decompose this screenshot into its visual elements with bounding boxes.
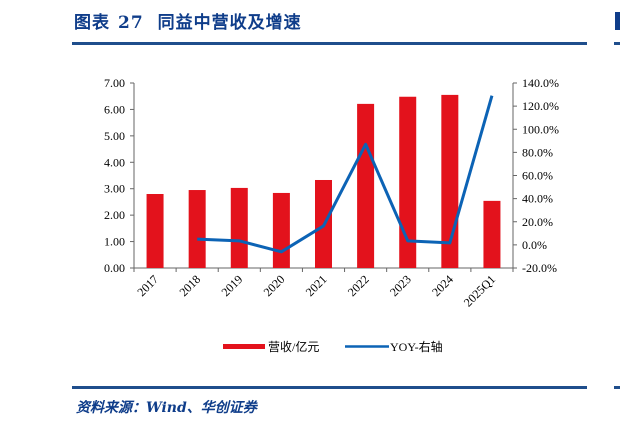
revenue-bar [188, 190, 206, 268]
adjacent-figure-fragment [615, 12, 620, 30]
combo-chart: 0.00 1.00 2.00 3.00 4.00 5.00 6.00 7.00 -20.0% 0.… [104, 76, 559, 354]
x-tick-label: 2018 [176, 272, 203, 299]
x-tick-label: 2020 [261, 272, 288, 299]
right-tick-label: 0.0% [522, 238, 547, 252]
right-tick-label: 100.0% [522, 122, 559, 136]
x-tick-label: 2017 [134, 272, 161, 299]
right-tick-label: 140.0% [522, 76, 559, 90]
x-tick-label: 2019 [219, 272, 246, 299]
revenue-bar [146, 194, 164, 268]
left-tick-label: 5.00 [104, 129, 125, 143]
title-rule [72, 42, 587, 45]
revenue-bar [399, 96, 417, 268]
figure-number: 27 [118, 13, 144, 33]
revenue-bar [483, 200, 501, 268]
x-tick-label: 2023 [387, 272, 414, 299]
x-tick-label: 2024 [429, 272, 456, 299]
adjacent-title-rule [614, 42, 620, 45]
revenue-bar [230, 187, 248, 268]
right-tick-label: 80.0% [522, 145, 553, 159]
right-tick-label: 40.0% [522, 192, 553, 206]
legend-label-revenue: 营收/亿元 [268, 339, 319, 354]
left-tick-label: 3.00 [104, 182, 125, 196]
adjacent-source-rule [614, 386, 620, 389]
right-tick-label: 60.0% [522, 169, 553, 183]
yoy-line [197, 95, 494, 254]
revenue-bar [272, 192, 290, 268]
revenue-bar [357, 103, 375, 268]
right-tick-label: -20.0% [522, 261, 557, 275]
left-tick-label: 1.00 [104, 235, 125, 249]
left-tick-label: 6.00 [104, 102, 125, 116]
figure-label: 图表 [74, 13, 110, 33]
source-note: 资料来源：Wind、华创证券 [76, 400, 257, 416]
figure-title: 图表 27 同益中营收及增速 [74, 8, 302, 36]
left-tick-label: 7.00 [104, 76, 125, 90]
x-tick-label: 2021 [303, 272, 330, 299]
chart-panel: 0.00 1.00 2.00 3.00 4.00 5.00 6.00 7.00 -20.0% 0.… [84, 58, 583, 372]
legend-label-yoy: YOY-右轴 [390, 339, 443, 354]
source-rule [72, 386, 587, 389]
right-tick-label: 20.0% [522, 215, 553, 229]
x-tick-label: 2022 [345, 272, 372, 299]
left-tick-label: 2.00 [104, 208, 125, 222]
figure-title-text: 同益中营收及增速 [157, 13, 302, 33]
legend-bar-swatch [223, 344, 265, 349]
left-tick-label: 0.00 [104, 261, 125, 275]
right-tick-label: 120.0% [522, 99, 559, 113]
left-tick-label: 4.00 [104, 155, 125, 169]
x-tick-label: 2025Q1 [461, 272, 498, 309]
